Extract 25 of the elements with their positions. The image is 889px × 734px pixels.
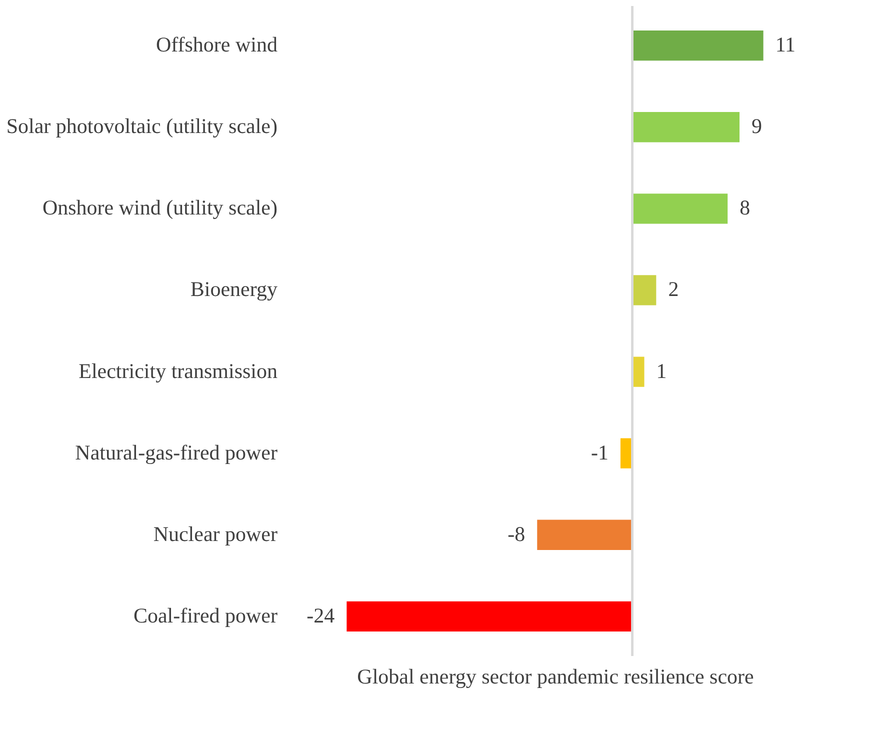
x-axis-title: Global energy sector pandemic resilience score	[357, 664, 754, 688]
bar	[632, 30, 764, 61]
data-label: 1	[656, 358, 667, 383]
bar	[346, 601, 632, 632]
bar	[537, 520, 632, 550]
y-tick-label: Natural-gas-fired power	[75, 440, 278, 464]
y-tick-label: Nuclear power	[153, 522, 278, 546]
y-tick-label: Coal-fired power	[133, 603, 278, 628]
data-label: -24	[306, 603, 336, 628]
bar	[632, 356, 644, 387]
data-label: 9	[752, 114, 762, 138]
data-label: 8	[740, 196, 750, 220]
bar	[620, 438, 632, 468]
data-label: 11	[775, 32, 796, 57]
bar	[632, 112, 740, 142]
y-tick-label: Onshore wind (utility scale)	[42, 196, 278, 220]
y-tick-label: Bioenergy	[190, 277, 278, 302]
bar	[632, 275, 656, 306]
data-label: 2	[668, 277, 679, 302]
y-tick-label: Offshore wind	[156, 32, 278, 57]
y-tick-label: Solar photovoltaic (utility scale)	[6, 114, 278, 138]
y-tick-label: Electricity transmission	[78, 358, 278, 383]
bar	[632, 194, 728, 224]
data-label: -8	[508, 522, 526, 546]
data-label: -1	[590, 440, 608, 464]
